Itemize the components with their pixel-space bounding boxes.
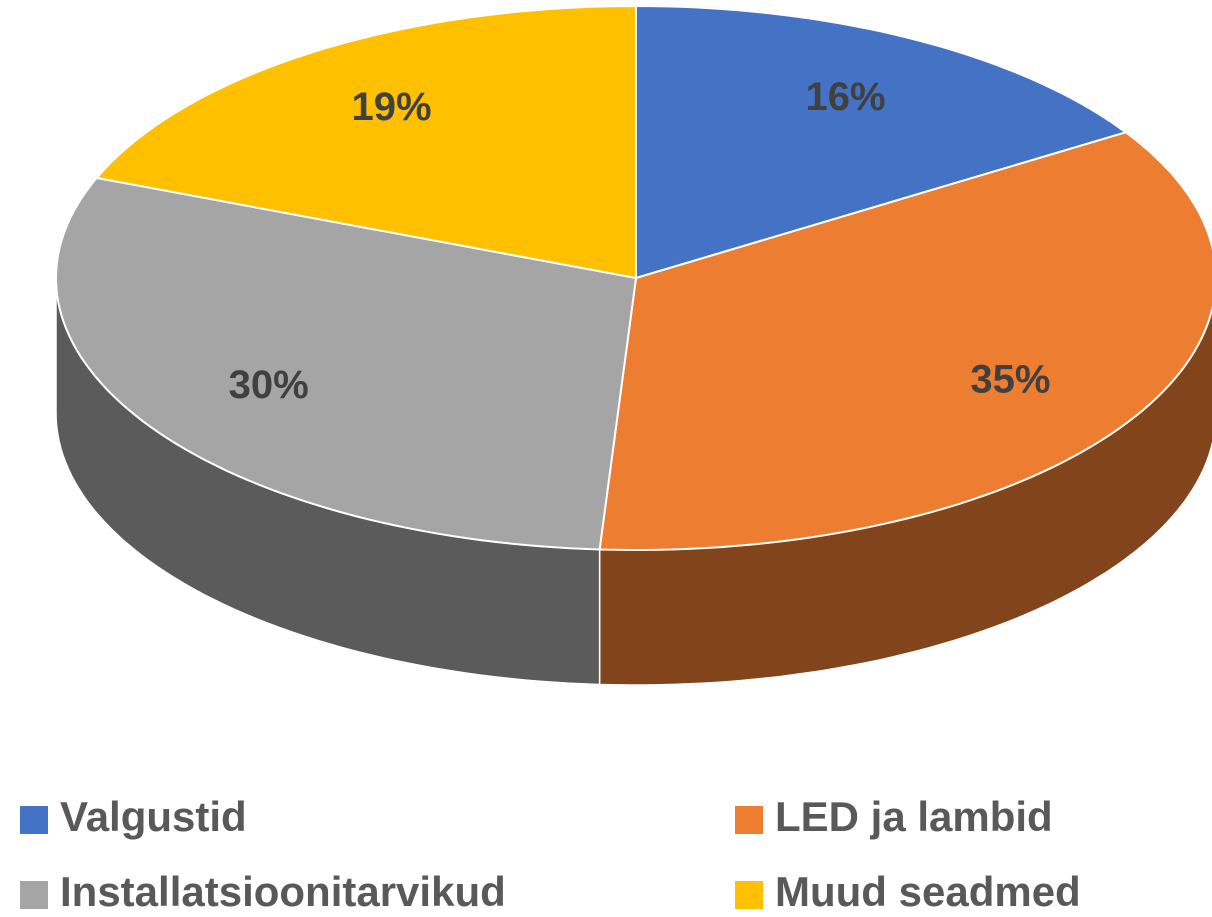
legend-label: Muud seadmed — [775, 868, 1081, 915]
slice — [598, 131, 1212, 551]
legend-swatch — [20, 806, 48, 834]
legend-swatch — [735, 881, 763, 909]
data-label: 35% — [970, 357, 1050, 401]
legend-swatch — [20, 881, 48, 909]
slice — [635, 4, 1128, 280]
legend-label: Valgustid — [60, 793, 247, 840]
data-label: 16% — [806, 75, 886, 119]
slice — [54, 176, 638, 551]
legend-label: LED ja lambid — [775, 793, 1053, 840]
data-label: 30% — [229, 363, 309, 407]
slice — [94, 4, 637, 280]
legend-label: Installatsioonitarvikud — [60, 868, 506, 915]
data-label: 19% — [351, 85, 431, 129]
legend-swatch — [735, 806, 763, 834]
